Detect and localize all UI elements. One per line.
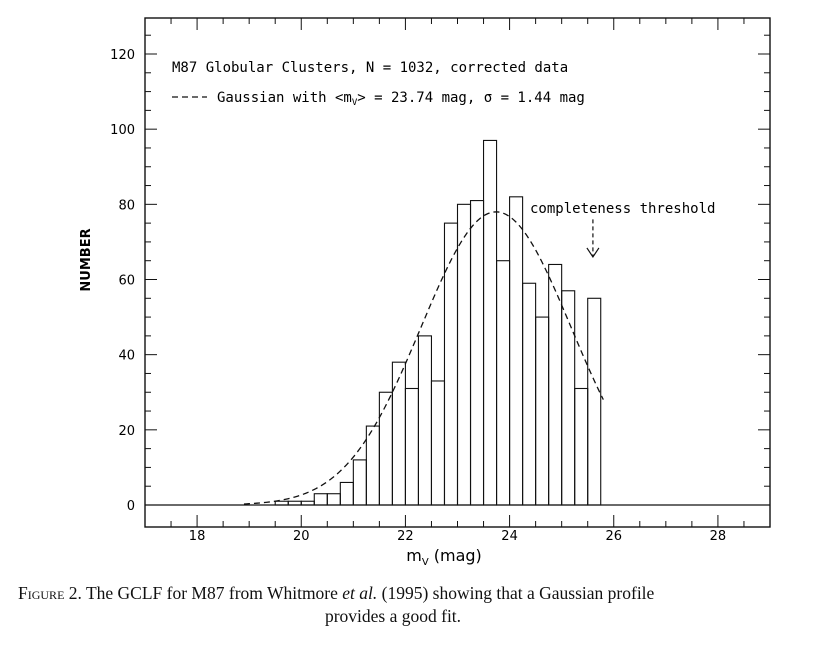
x-tick-labels: 18 20 22 24 26 28: [189, 529, 726, 544]
caption-text-1: The GCLF for M87 from Whitmore: [81, 583, 343, 603]
x-tick-label: 28: [710, 529, 727, 544]
histogram-bar: [313, 493, 328, 506]
completeness-annotation: completeness threshold: [530, 201, 715, 259]
histogram-bar: [352, 459, 367, 506]
x-tick-label: 24: [501, 529, 518, 544]
figure-caption: Figure 2. The GCLF for M87 from Whitmore…: [18, 582, 808, 628]
legend-label: Gaussian with <mV> = 23.74 mag, σ = 1.44…: [217, 90, 585, 108]
histogram-bar: [339, 481, 354, 506]
histogram-bar: [456, 203, 472, 506]
histogram-bar: [482, 139, 498, 506]
y-tick-label: 120: [110, 48, 135, 63]
x-tick-label: 18: [189, 529, 206, 544]
histogram-bar: [404, 387, 419, 506]
histogram-bar: [561, 290, 576, 506]
histogram-bar: [417, 335, 433, 506]
histogram-bar: [587, 297, 602, 506]
caption-text-2: (1995) showing that a Gaussian profile: [377, 583, 655, 603]
y-tick-label: 60: [118, 274, 135, 289]
y-tick-label: 0: [127, 499, 135, 514]
gaussian-fit-curve: [243, 211, 604, 505]
y-axis-label: NUMBER: [79, 228, 94, 291]
caption-line-2: provides a good fit.: [324, 606, 462, 626]
histogram-bar: [535, 316, 550, 506]
histogram-bar: [496, 260, 511, 506]
x-tick-label: 20: [293, 529, 310, 544]
histogram-bars: [274, 139, 602, 506]
histogram-chart: 18 20 22 24 26 28 0 20 40 60 80 100 120 M87 Globula…: [79, 17, 771, 568]
legend: Gaussian with <mV> = 23.74 mag, σ = 1.44…: [172, 90, 585, 108]
histogram-bar: [430, 380, 446, 506]
histogram-bar: [378, 391, 393, 506]
x-tick-label: 22: [397, 529, 414, 544]
completeness-arrow-head: [586, 247, 600, 259]
histogram-bar: [443, 222, 459, 506]
y-tick-label: 80: [118, 198, 135, 213]
histogram-bar: [522, 282, 537, 506]
histogram-bar: [469, 200, 485, 506]
histogram-bar: [509, 196, 524, 506]
histogram-bar: [574, 387, 589, 506]
completeness-threshold-label: completeness threshold: [530, 201, 715, 217]
x-axis-label: mV (mag): [406, 546, 482, 568]
figure-label: Figure 2.: [18, 583, 82, 603]
histogram-bar: [326, 493, 341, 506]
chart-title: M87 Globular Clusters, N = 1032, correct…: [172, 60, 568, 76]
y-tick-labels: 0 20 40 60 80 100 120: [110, 48, 135, 514]
y-tick-label: 100: [110, 123, 135, 138]
y-tick-label: 20: [118, 424, 135, 439]
y-tick-label: 40: [118, 349, 135, 364]
histogram-bar: [365, 425, 380, 506]
histogram-bar: [391, 361, 406, 506]
caption-italic: et al.: [342, 583, 378, 603]
x-tick-label: 26: [605, 529, 622, 544]
